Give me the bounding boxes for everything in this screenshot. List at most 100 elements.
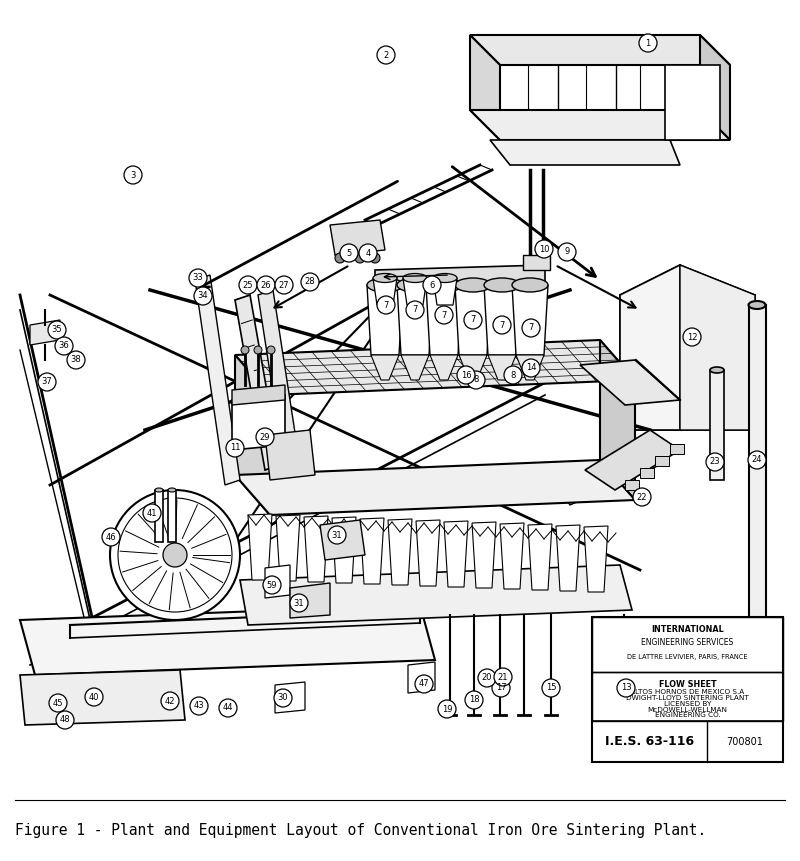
Circle shape [478, 669, 496, 687]
Circle shape [359, 244, 377, 262]
Bar [592, 672, 783, 722]
Text: 18: 18 [469, 696, 479, 704]
Circle shape [226, 439, 244, 457]
Text: 11: 11 [230, 443, 240, 453]
Text: 43: 43 [194, 702, 204, 710]
Polygon shape [235, 340, 635, 395]
Polygon shape [640, 468, 654, 478]
Polygon shape [680, 265, 755, 430]
Text: 4: 4 [366, 249, 370, 257]
Ellipse shape [168, 488, 176, 492]
Polygon shape [240, 565, 632, 625]
Text: 22: 22 [637, 492, 647, 501]
Text: 23: 23 [710, 457, 720, 467]
Circle shape [683, 328, 701, 346]
Polygon shape [371, 355, 399, 380]
Circle shape [340, 244, 358, 262]
Text: 40: 40 [89, 692, 99, 702]
Circle shape [189, 269, 207, 287]
Polygon shape [248, 514, 272, 580]
Text: 36: 36 [58, 342, 70, 350]
Polygon shape [500, 523, 524, 589]
Text: 5: 5 [346, 249, 352, 257]
Polygon shape [155, 490, 163, 542]
Text: DE LATTRE LEVIVIER, PARIS, FRANCE: DE LATTRE LEVIVIER, PARIS, FRANCE [627, 653, 748, 660]
Text: 1: 1 [646, 39, 650, 47]
Text: 16: 16 [461, 370, 471, 380]
Polygon shape [426, 285, 462, 355]
Text: 59: 59 [266, 580, 278, 590]
Polygon shape [235, 460, 635, 515]
Polygon shape [290, 583, 330, 618]
Polygon shape [330, 220, 385, 255]
Circle shape [56, 711, 74, 729]
Polygon shape [265, 430, 315, 480]
Ellipse shape [433, 274, 457, 282]
Text: INTERNATIONAL: INTERNATIONAL [651, 624, 724, 634]
Text: DWIGHT-LLOYD SINTERING PLANT: DWIGHT-LLOYD SINTERING PLANT [626, 695, 749, 701]
Circle shape [194, 287, 212, 305]
Polygon shape [332, 517, 356, 583]
Circle shape [49, 694, 67, 712]
Polygon shape [470, 35, 730, 65]
Bar [592, 617, 783, 672]
Circle shape [492, 679, 510, 697]
Polygon shape [265, 565, 290, 598]
Polygon shape [490, 140, 680, 165]
Polygon shape [580, 360, 680, 405]
Polygon shape [444, 521, 468, 587]
Text: 9: 9 [564, 247, 570, 257]
Text: 31: 31 [294, 598, 304, 608]
Circle shape [301, 273, 319, 291]
Text: McDOWELL-WELLMAN: McDOWELL-WELLMAN [647, 707, 727, 713]
Polygon shape [320, 520, 365, 560]
Circle shape [328, 526, 346, 544]
Circle shape [38, 373, 56, 391]
Polygon shape [375, 265, 545, 295]
Text: 14: 14 [526, 363, 536, 373]
Text: 45: 45 [53, 698, 63, 708]
Polygon shape [459, 355, 487, 380]
Ellipse shape [397, 278, 433, 292]
Text: 46: 46 [106, 532, 116, 542]
Text: 10: 10 [538, 245, 550, 253]
Polygon shape [195, 275, 240, 485]
Polygon shape [620, 265, 680, 430]
Text: 34: 34 [198, 292, 208, 300]
Ellipse shape [403, 274, 427, 282]
Polygon shape [360, 518, 384, 584]
Polygon shape [397, 285, 433, 355]
Circle shape [438, 700, 456, 718]
Circle shape [124, 166, 142, 184]
Text: 8: 8 [510, 370, 516, 380]
Circle shape [335, 253, 345, 263]
Polygon shape [235, 295, 280, 470]
Text: LICENSED BY: LICENSED BY [664, 701, 711, 707]
Text: 30: 30 [278, 693, 288, 703]
Circle shape [377, 46, 395, 64]
Text: 24: 24 [752, 455, 762, 464]
Text: 12: 12 [686, 332, 698, 342]
Polygon shape [488, 355, 516, 380]
Polygon shape [304, 516, 328, 582]
Polygon shape [516, 355, 544, 380]
Text: 47: 47 [418, 679, 430, 689]
Text: I.E.S. 63-116: I.E.S. 63-116 [605, 735, 694, 748]
Circle shape [267, 346, 275, 354]
Text: 44: 44 [222, 703, 234, 713]
Text: 28: 28 [305, 277, 315, 287]
Circle shape [748, 451, 766, 469]
Circle shape [617, 679, 635, 697]
Circle shape [275, 276, 293, 294]
Text: 48: 48 [60, 715, 70, 724]
Bar [592, 722, 783, 762]
Circle shape [48, 321, 66, 339]
Bar [592, 617, 783, 762]
Polygon shape [655, 456, 669, 466]
Circle shape [370, 253, 380, 263]
Circle shape [558, 243, 576, 261]
Circle shape [219, 699, 237, 717]
Polygon shape [749, 305, 766, 740]
Text: 20: 20 [482, 673, 492, 683]
Circle shape [504, 366, 522, 384]
